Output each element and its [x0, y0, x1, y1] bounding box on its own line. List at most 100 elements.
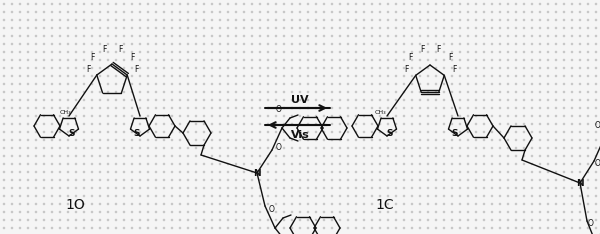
Circle shape: [467, 171, 469, 173]
Circle shape: [427, 123, 428, 124]
Circle shape: [292, 107, 293, 109]
Circle shape: [124, 187, 125, 189]
Circle shape: [4, 83, 5, 85]
Circle shape: [379, 59, 380, 61]
Circle shape: [139, 4, 140, 5]
Circle shape: [532, 75, 533, 77]
Circle shape: [556, 27, 557, 29]
Circle shape: [148, 179, 149, 181]
Circle shape: [331, 219, 332, 221]
Circle shape: [220, 227, 221, 229]
Circle shape: [124, 179, 125, 181]
Circle shape: [187, 91, 188, 93]
Circle shape: [235, 4, 236, 5]
Circle shape: [460, 99, 461, 101]
Circle shape: [275, 132, 277, 133]
Circle shape: [163, 91, 164, 93]
Circle shape: [19, 132, 20, 133]
Circle shape: [139, 195, 140, 197]
Circle shape: [148, 35, 149, 37]
Circle shape: [515, 4, 517, 5]
Circle shape: [340, 75, 341, 77]
Circle shape: [155, 107, 157, 109]
Circle shape: [563, 187, 565, 189]
Circle shape: [443, 51, 445, 53]
Circle shape: [331, 155, 332, 157]
Circle shape: [163, 171, 164, 173]
Circle shape: [491, 99, 493, 101]
Circle shape: [292, 203, 293, 205]
Circle shape: [107, 35, 109, 37]
Circle shape: [388, 4, 389, 5]
Circle shape: [371, 59, 373, 61]
Circle shape: [532, 139, 533, 141]
Circle shape: [307, 195, 308, 197]
Circle shape: [11, 195, 13, 197]
Circle shape: [43, 107, 44, 109]
Circle shape: [292, 147, 293, 149]
Circle shape: [196, 99, 197, 101]
Circle shape: [587, 211, 589, 213]
Circle shape: [323, 187, 325, 189]
Circle shape: [179, 211, 181, 213]
Circle shape: [467, 83, 469, 85]
Text: N: N: [253, 168, 261, 178]
Circle shape: [179, 91, 181, 93]
Circle shape: [595, 155, 596, 157]
Circle shape: [563, 163, 565, 165]
Circle shape: [76, 91, 77, 93]
Circle shape: [443, 147, 445, 149]
Circle shape: [83, 163, 85, 165]
Circle shape: [139, 27, 140, 29]
Circle shape: [515, 83, 517, 85]
Circle shape: [52, 219, 53, 221]
Circle shape: [484, 51, 485, 53]
Circle shape: [11, 147, 13, 149]
Circle shape: [67, 187, 68, 189]
Circle shape: [76, 211, 77, 213]
Circle shape: [539, 219, 541, 221]
Circle shape: [235, 27, 236, 29]
Circle shape: [364, 163, 365, 165]
Circle shape: [412, 91, 413, 93]
Circle shape: [163, 147, 164, 149]
Circle shape: [203, 75, 205, 77]
Circle shape: [307, 43, 308, 45]
Circle shape: [28, 59, 29, 61]
Circle shape: [499, 179, 500, 181]
Circle shape: [19, 163, 20, 165]
Circle shape: [19, 187, 20, 189]
Circle shape: [323, 115, 325, 117]
Circle shape: [131, 123, 133, 124]
Circle shape: [251, 171, 253, 173]
Circle shape: [467, 11, 469, 13]
Circle shape: [67, 51, 68, 53]
Circle shape: [83, 203, 85, 205]
Circle shape: [28, 123, 29, 124]
Circle shape: [196, 67, 197, 69]
Circle shape: [172, 179, 173, 181]
Circle shape: [187, 163, 188, 165]
Circle shape: [307, 107, 308, 109]
Circle shape: [587, 163, 589, 165]
Circle shape: [163, 123, 164, 124]
Circle shape: [268, 11, 269, 13]
Circle shape: [299, 227, 301, 229]
Circle shape: [580, 227, 581, 229]
Circle shape: [227, 19, 229, 21]
Circle shape: [76, 115, 77, 117]
Circle shape: [340, 27, 341, 29]
Circle shape: [484, 4, 485, 5]
Circle shape: [316, 67, 317, 69]
Circle shape: [443, 107, 445, 109]
Circle shape: [148, 19, 149, 21]
Circle shape: [268, 19, 269, 21]
Circle shape: [259, 27, 260, 29]
Circle shape: [403, 43, 404, 45]
Circle shape: [292, 19, 293, 21]
Circle shape: [532, 203, 533, 205]
Circle shape: [59, 211, 61, 213]
Circle shape: [316, 227, 317, 229]
Circle shape: [59, 227, 61, 229]
Circle shape: [91, 179, 92, 181]
